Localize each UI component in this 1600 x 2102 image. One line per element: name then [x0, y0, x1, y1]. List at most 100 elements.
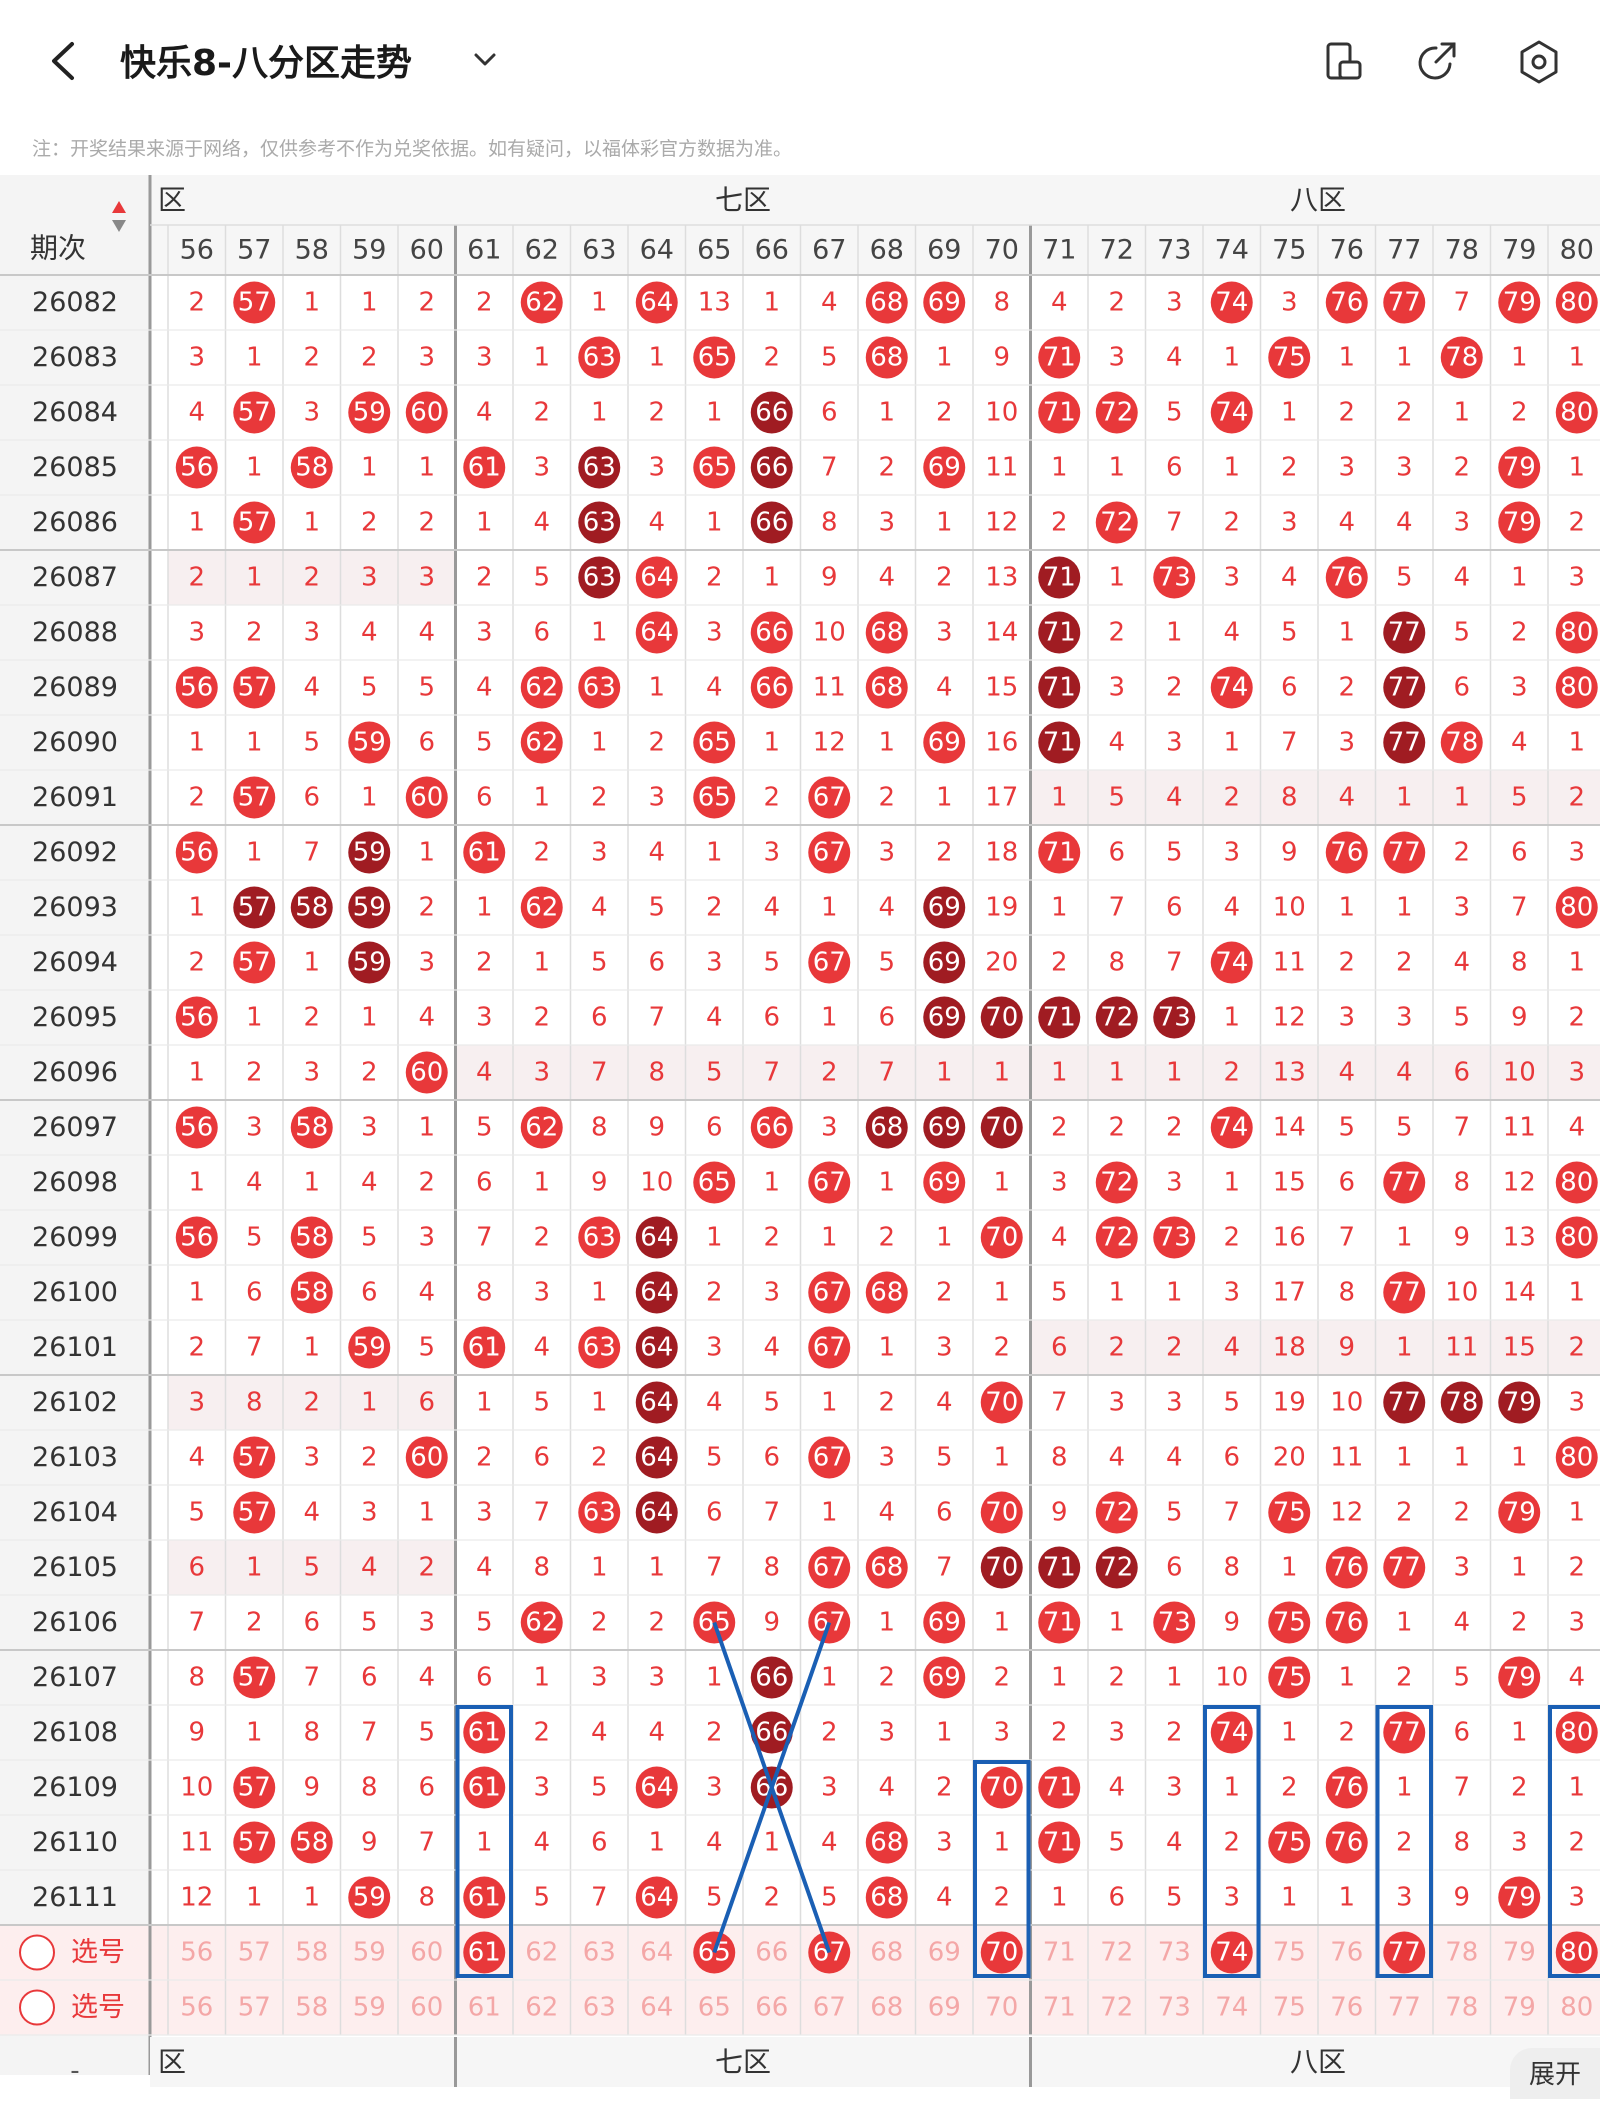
miss-count: 1	[418, 1498, 435, 1528]
selected-number[interactable]: 70	[985, 1938, 1018, 1968]
miss-count: 3	[763, 838, 780, 868]
select-number[interactable]: 79	[1503, 1938, 1536, 1968]
selected-number[interactable]: 77	[1388, 1938, 1421, 1968]
select-number[interactable]: 73	[1158, 1993, 1191, 2023]
select-number[interactable]: 66	[755, 1938, 788, 1968]
miss-count: 2	[361, 508, 378, 538]
select-number[interactable]: 58	[295, 1993, 328, 2023]
miss-count: 7	[361, 1718, 378, 1748]
select-number[interactable]: 61	[468, 1993, 501, 2023]
select-number[interactable]: 75	[1273, 1938, 1306, 1968]
miss-count: 1	[706, 398, 723, 428]
miss-count: 2	[1051, 1113, 1068, 1143]
select-number[interactable]: 57	[238, 1993, 271, 2023]
select-number[interactable]: 71	[1043, 1993, 1076, 2023]
miss-count: 4	[878, 1773, 895, 1803]
period-header[interactable]: 期次	[30, 232, 86, 265]
miss-count: 1	[706, 508, 723, 538]
hit-number: 80	[1560, 1718, 1593, 1748]
select-number[interactable]: 69	[928, 1993, 961, 2023]
select-label[interactable]: 选号	[71, 1937, 125, 1968]
phone-landscape-icon[interactable]	[1318, 38, 1366, 86]
select-label[interactable]: 选号	[71, 1992, 125, 2023]
select-number[interactable]: 60	[410, 1938, 443, 1968]
miss-count: 2	[591, 1608, 608, 1638]
selected-number[interactable]: 74	[1215, 1938, 1248, 1968]
select-number[interactable]: 66	[755, 1993, 788, 2023]
miss-count: 7	[763, 1058, 780, 1088]
miss-count: 1	[1511, 1443, 1528, 1473]
share-icon[interactable]	[1414, 38, 1462, 86]
select-number[interactable]: 74	[1215, 1993, 1248, 2023]
hit-number: 80	[1560, 1168, 1593, 1198]
select-number[interactable]: 68	[870, 1993, 903, 2023]
miss-count: 8	[1511, 948, 1528, 978]
select-number[interactable]: 72	[1100, 1938, 1133, 1968]
select-number[interactable]: 70	[985, 1993, 1018, 2023]
miss-count: 3	[418, 1608, 435, 1638]
miss-count: 1	[1051, 453, 1068, 483]
select-number[interactable]: 71	[1043, 1938, 1076, 1968]
miss-count: 1	[648, 1553, 665, 1583]
select-number[interactable]: 77	[1388, 1993, 1421, 2023]
miss-count: 1	[878, 1333, 895, 1363]
hit-number: 77	[1388, 1553, 1421, 1583]
select-number[interactable]: 76	[1330, 1993, 1363, 2023]
selected-number[interactable]: 61	[468, 1938, 501, 1968]
select-number[interactable]: 57	[238, 1938, 271, 1968]
select-number[interactable]: 56	[180, 1938, 213, 1968]
hit-number: 70	[985, 1003, 1018, 1033]
select-number[interactable]: 62	[525, 1938, 558, 1968]
select-number[interactable]: 72	[1100, 1993, 1133, 2023]
select-radio[interactable]	[20, 1991, 54, 2025]
select-number[interactable]: 65	[698, 1993, 731, 2023]
select-number[interactable]: 63	[583, 1938, 616, 1968]
chevron-down-icon[interactable]	[470, 44, 500, 74]
miss-count: 6	[1223, 1443, 1240, 1473]
select-number[interactable]: 60	[410, 1993, 443, 2023]
miss-count: 3	[361, 1113, 378, 1143]
hit-number: 56	[180, 1003, 213, 1033]
miss-count: 8	[591, 1113, 608, 1143]
select-number[interactable]: 73	[1158, 1938, 1191, 1968]
back-arrow-icon[interactable]	[40, 36, 90, 86]
miss-count: 3	[1453, 893, 1470, 923]
select-number[interactable]: 63	[583, 1993, 616, 2023]
select-number[interactable]: 79	[1503, 1993, 1536, 2023]
select-number[interactable]: 78	[1445, 1938, 1478, 1968]
select-number[interactable]: 64	[640, 1993, 673, 2023]
expand-button[interactable]: 展开	[1510, 2048, 1600, 2099]
hit-number: 68	[870, 1828, 903, 1858]
miss-count: 4	[418, 1278, 435, 1308]
column-number: 67	[812, 235, 846, 266]
select-number[interactable]: 64	[640, 1938, 673, 1968]
select-number[interactable]: 76	[1330, 1938, 1363, 1968]
select-number[interactable]: 58	[295, 1938, 328, 1968]
hit-number: 59	[353, 838, 386, 868]
miss-count: 14	[1503, 1278, 1536, 1308]
page-title[interactable]: 快乐8-八分区走势	[120, 34, 412, 86]
select-number[interactable]: 75	[1273, 1993, 1306, 2023]
select-number[interactable]: 67	[813, 1993, 846, 2023]
miss-count: 1	[1338, 1663, 1355, 1693]
select-number[interactable]: 68	[870, 1938, 903, 1968]
miss-count: 4	[1108, 1443, 1125, 1473]
hit-number: 80	[1560, 1223, 1593, 1253]
select-number[interactable]: 69	[928, 1938, 961, 1968]
miss-count: 4	[706, 1828, 723, 1858]
settings-icon[interactable]	[1515, 38, 1563, 86]
select-number[interactable]: 62	[525, 1993, 558, 2023]
select-radio[interactable]	[20, 1936, 54, 1970]
select-number[interactable]: 80	[1560, 1993, 1593, 2023]
period-number: 26082	[32, 287, 118, 318]
period-number: 26099	[32, 1222, 118, 1253]
miss-count: 5	[763, 948, 780, 978]
select-number[interactable]: 56	[180, 1993, 213, 2023]
selected-number[interactable]: 80	[1560, 1938, 1593, 1968]
select-number[interactable]: 59	[353, 1938, 386, 1968]
hit-number: 80	[1560, 288, 1593, 318]
select-number[interactable]: 59	[353, 1993, 386, 2023]
hit-number: 58	[295, 893, 328, 923]
miss-count: 2	[706, 893, 723, 923]
select-number[interactable]: 78	[1445, 1993, 1478, 2023]
